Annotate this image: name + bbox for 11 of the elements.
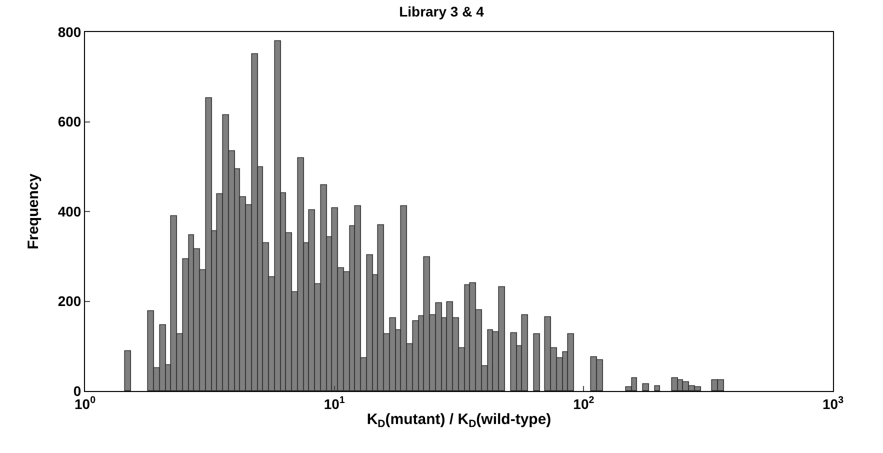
- x-tick-label: 10$^{2}$: [573, 394, 595, 412]
- x-tick-label: 10$^{3}$: [822, 394, 844, 412]
- chart-title: Library 3 & 4: [399, 4, 484, 20]
- y-tick-label: 400: [58, 203, 82, 220]
- x-tick-label: 10$^{1}$: [324, 394, 346, 412]
- y-tick-label: 800: [58, 24, 82, 40]
- y-axis-title: Frequency: [25, 172, 42, 250]
- y-tick-label: 0: [73, 382, 82, 399]
- x-axis-title: K$_{D}$(mutant) / K$_{D}$(wild-type): [366, 410, 552, 430]
- y-tick-label: 600: [58, 114, 82, 130]
- y-tick-label: 200: [58, 293, 82, 310]
